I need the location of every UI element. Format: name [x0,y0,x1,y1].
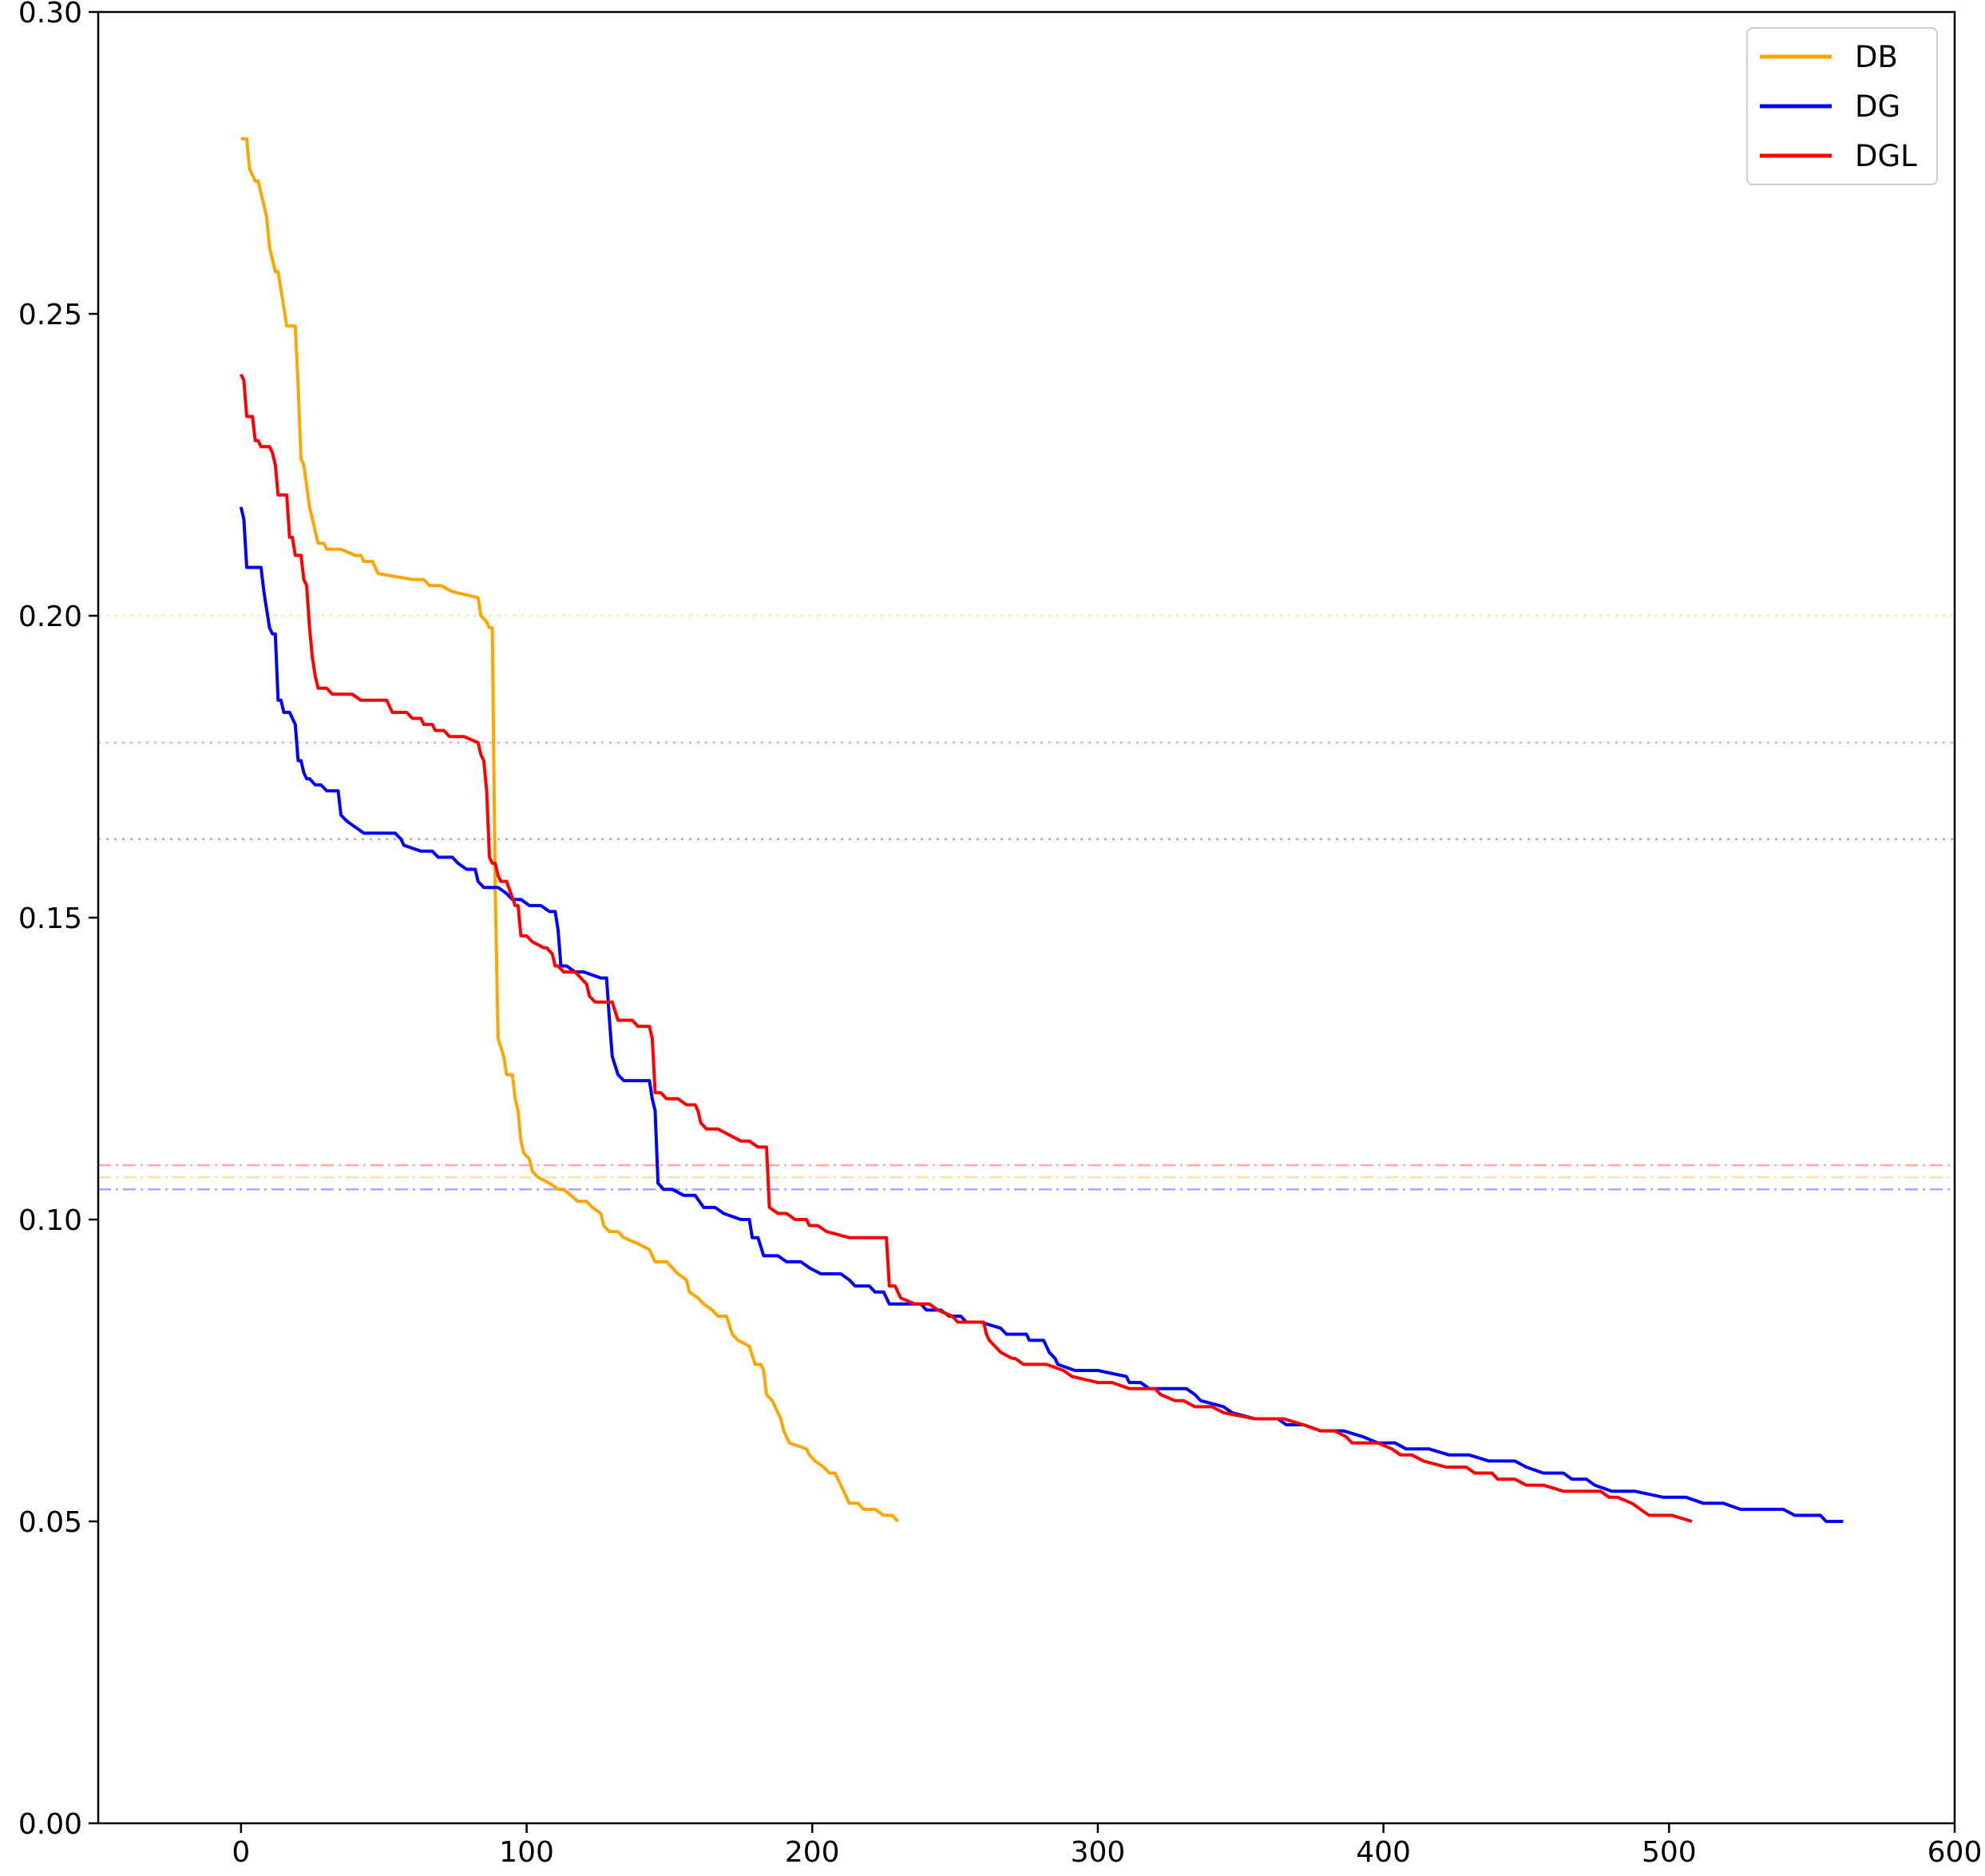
y-tick-label-0.30: 0.30 [18,0,82,30]
x-tick-label-600: 600 [1928,1836,1983,1869]
y-tick-label-0.15: 0.15 [18,902,82,935]
legend-label-dg: DG [1855,89,1900,124]
x-tick-label-300: 300 [1071,1836,1126,1869]
y-tick-label-0.05: 0.05 [18,1506,82,1539]
y-axis: 0.00 0.05 0.10 0.15 0.20 0.25 0.30 [18,0,98,1841]
x-tick-label-200: 200 [785,1836,840,1869]
series-line-dgl [239,373,1693,1523]
y-tick-label-0.25: 0.25 [18,299,82,331]
series-line-dg [239,506,1844,1523]
x-tick-label-100: 100 [499,1836,554,1869]
legend: DB DG DGL [1746,27,1938,185]
series-lines [239,137,1844,1523]
y-tick-label-0.10: 0.10 [18,1204,82,1237]
x-tick-label-0: 0 [232,1836,250,1869]
reference-lines [98,614,1955,1191]
legend-box [1746,27,1938,185]
x-tick-label-500: 500 [1642,1836,1697,1869]
series-line-db [240,137,899,1523]
y-tick-label-0.00: 0.00 [18,1808,82,1841]
x-tick-label-400: 400 [1356,1836,1411,1869]
y-tick-label-0.20: 0.20 [18,601,82,633]
legend-label-db: DB [1855,40,1898,74]
legend-label-dgl: DGL [1855,139,1917,173]
x-axis: 0 100 200 300 400 500 600 [232,1823,1982,1869]
